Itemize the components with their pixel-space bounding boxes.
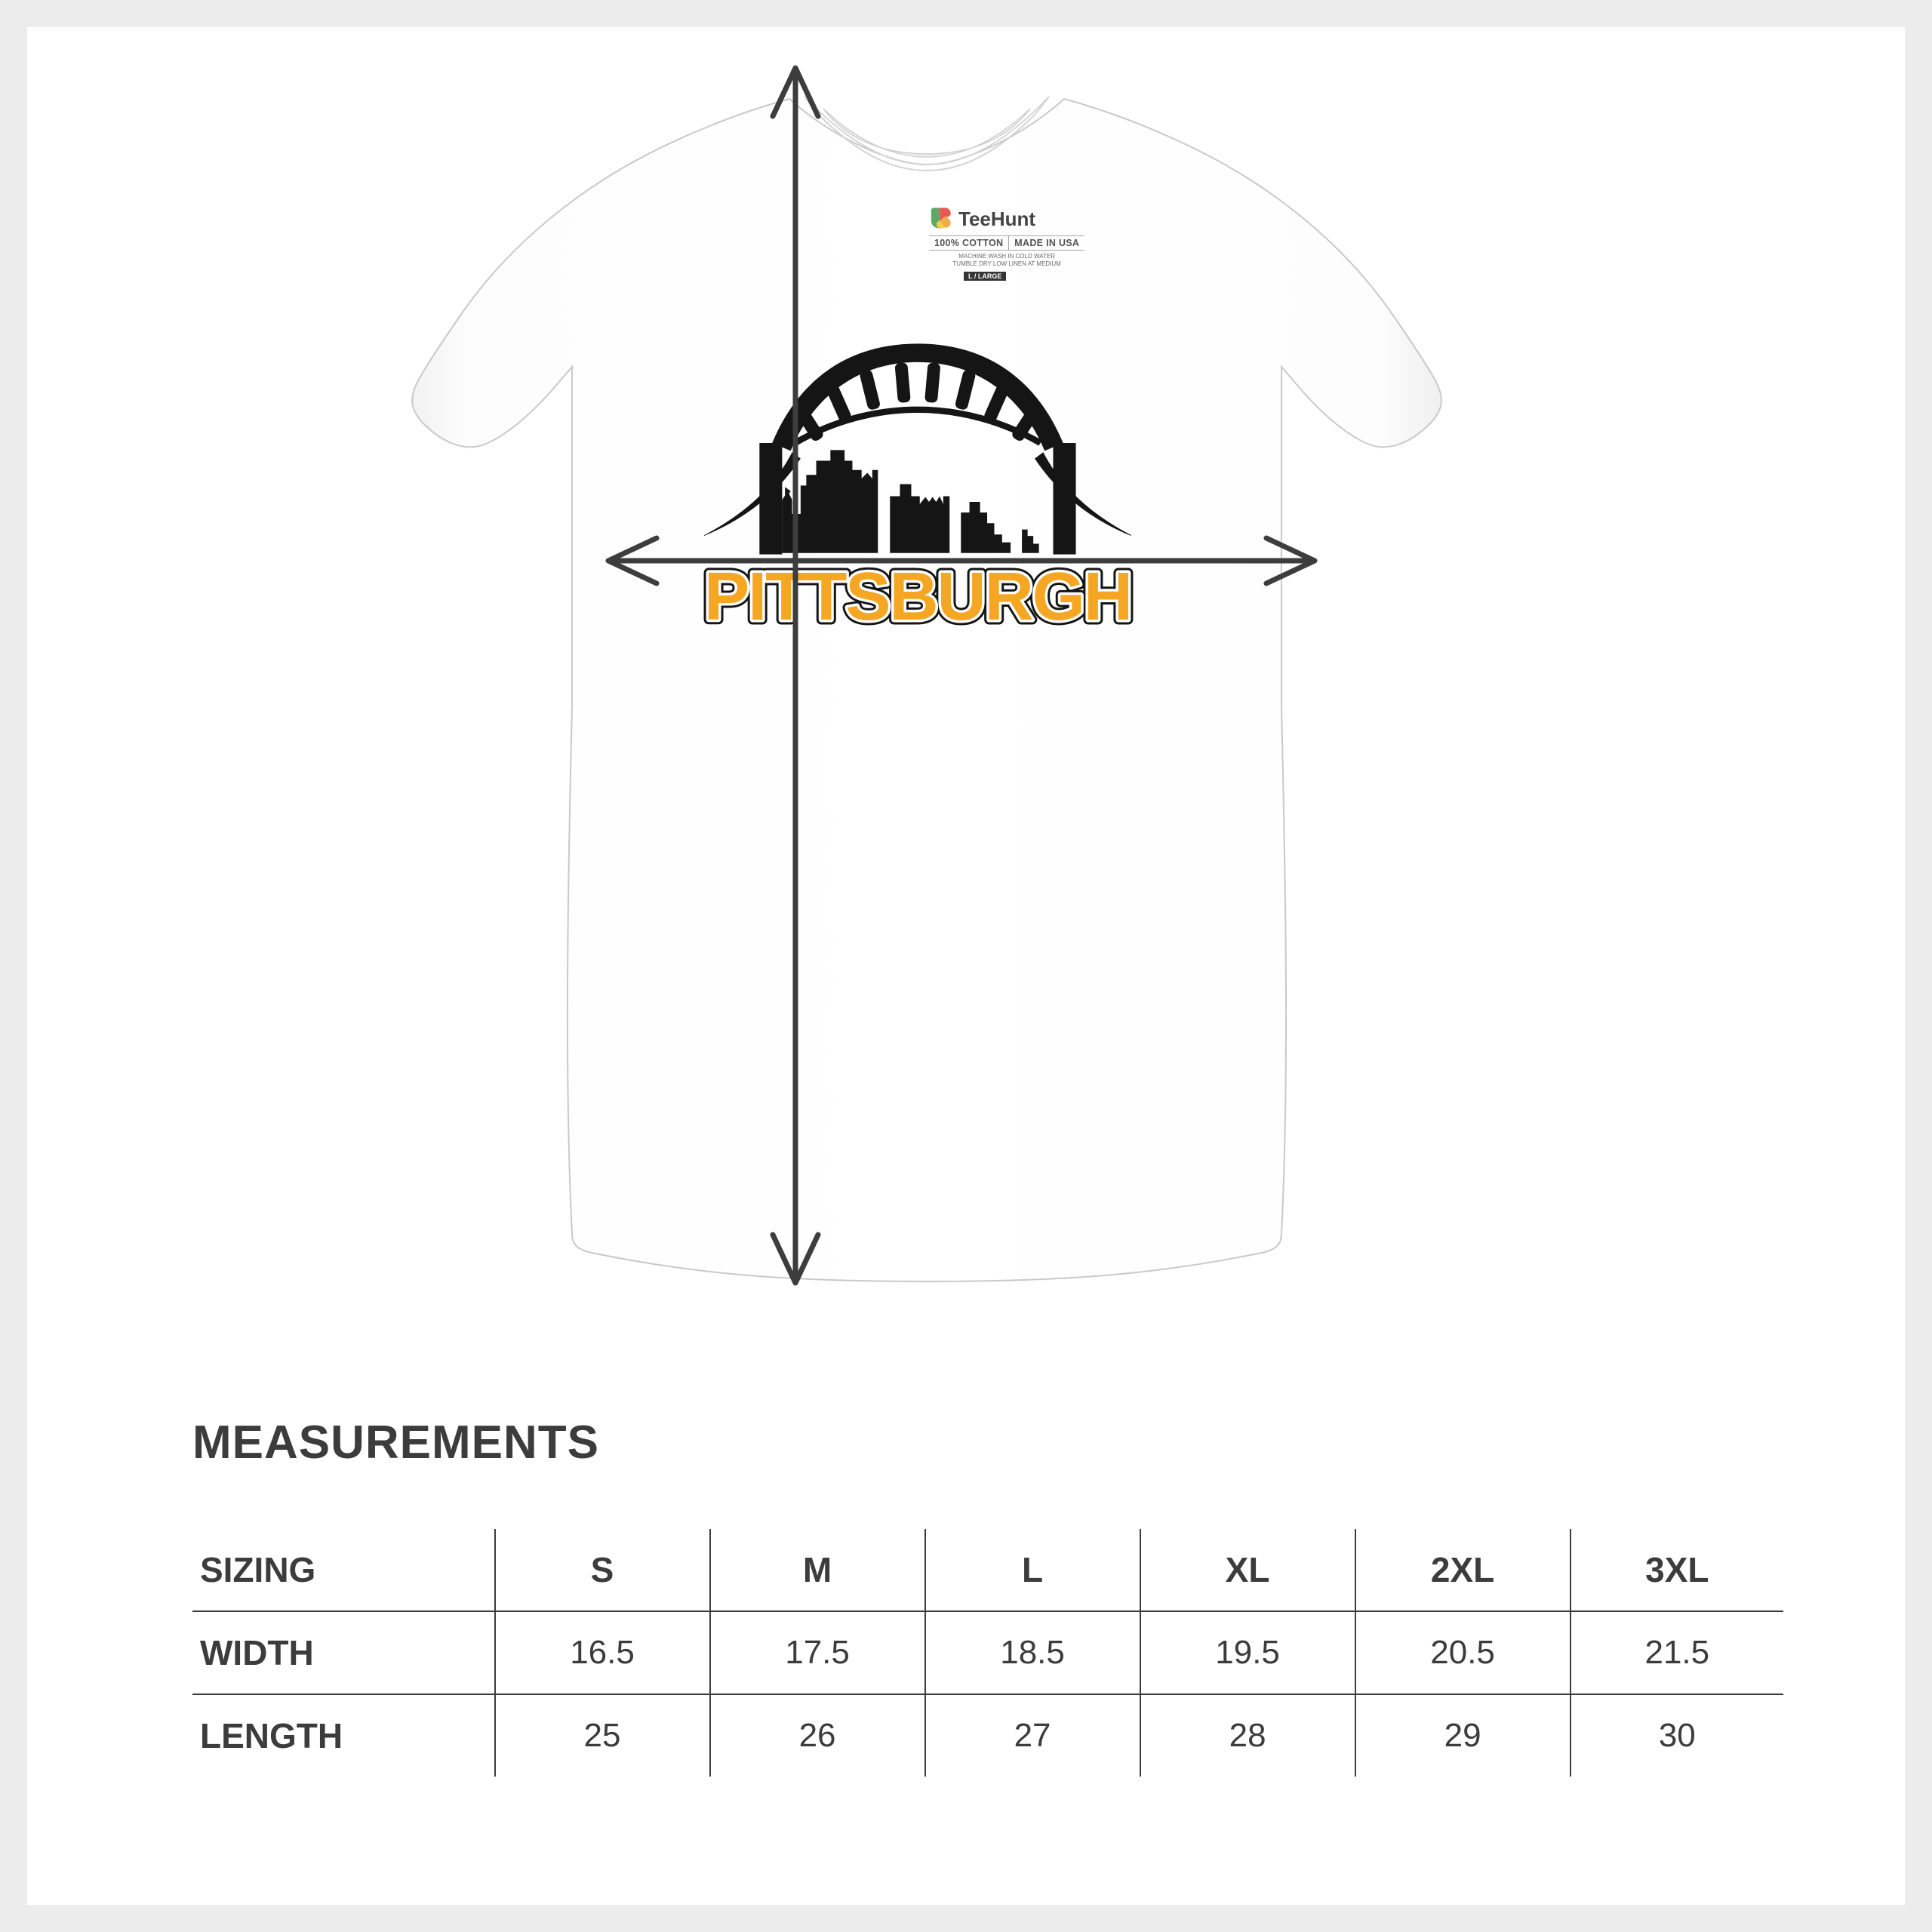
svg-text:PITTSBURGH: PITTSBURGH [704, 559, 1131, 635]
